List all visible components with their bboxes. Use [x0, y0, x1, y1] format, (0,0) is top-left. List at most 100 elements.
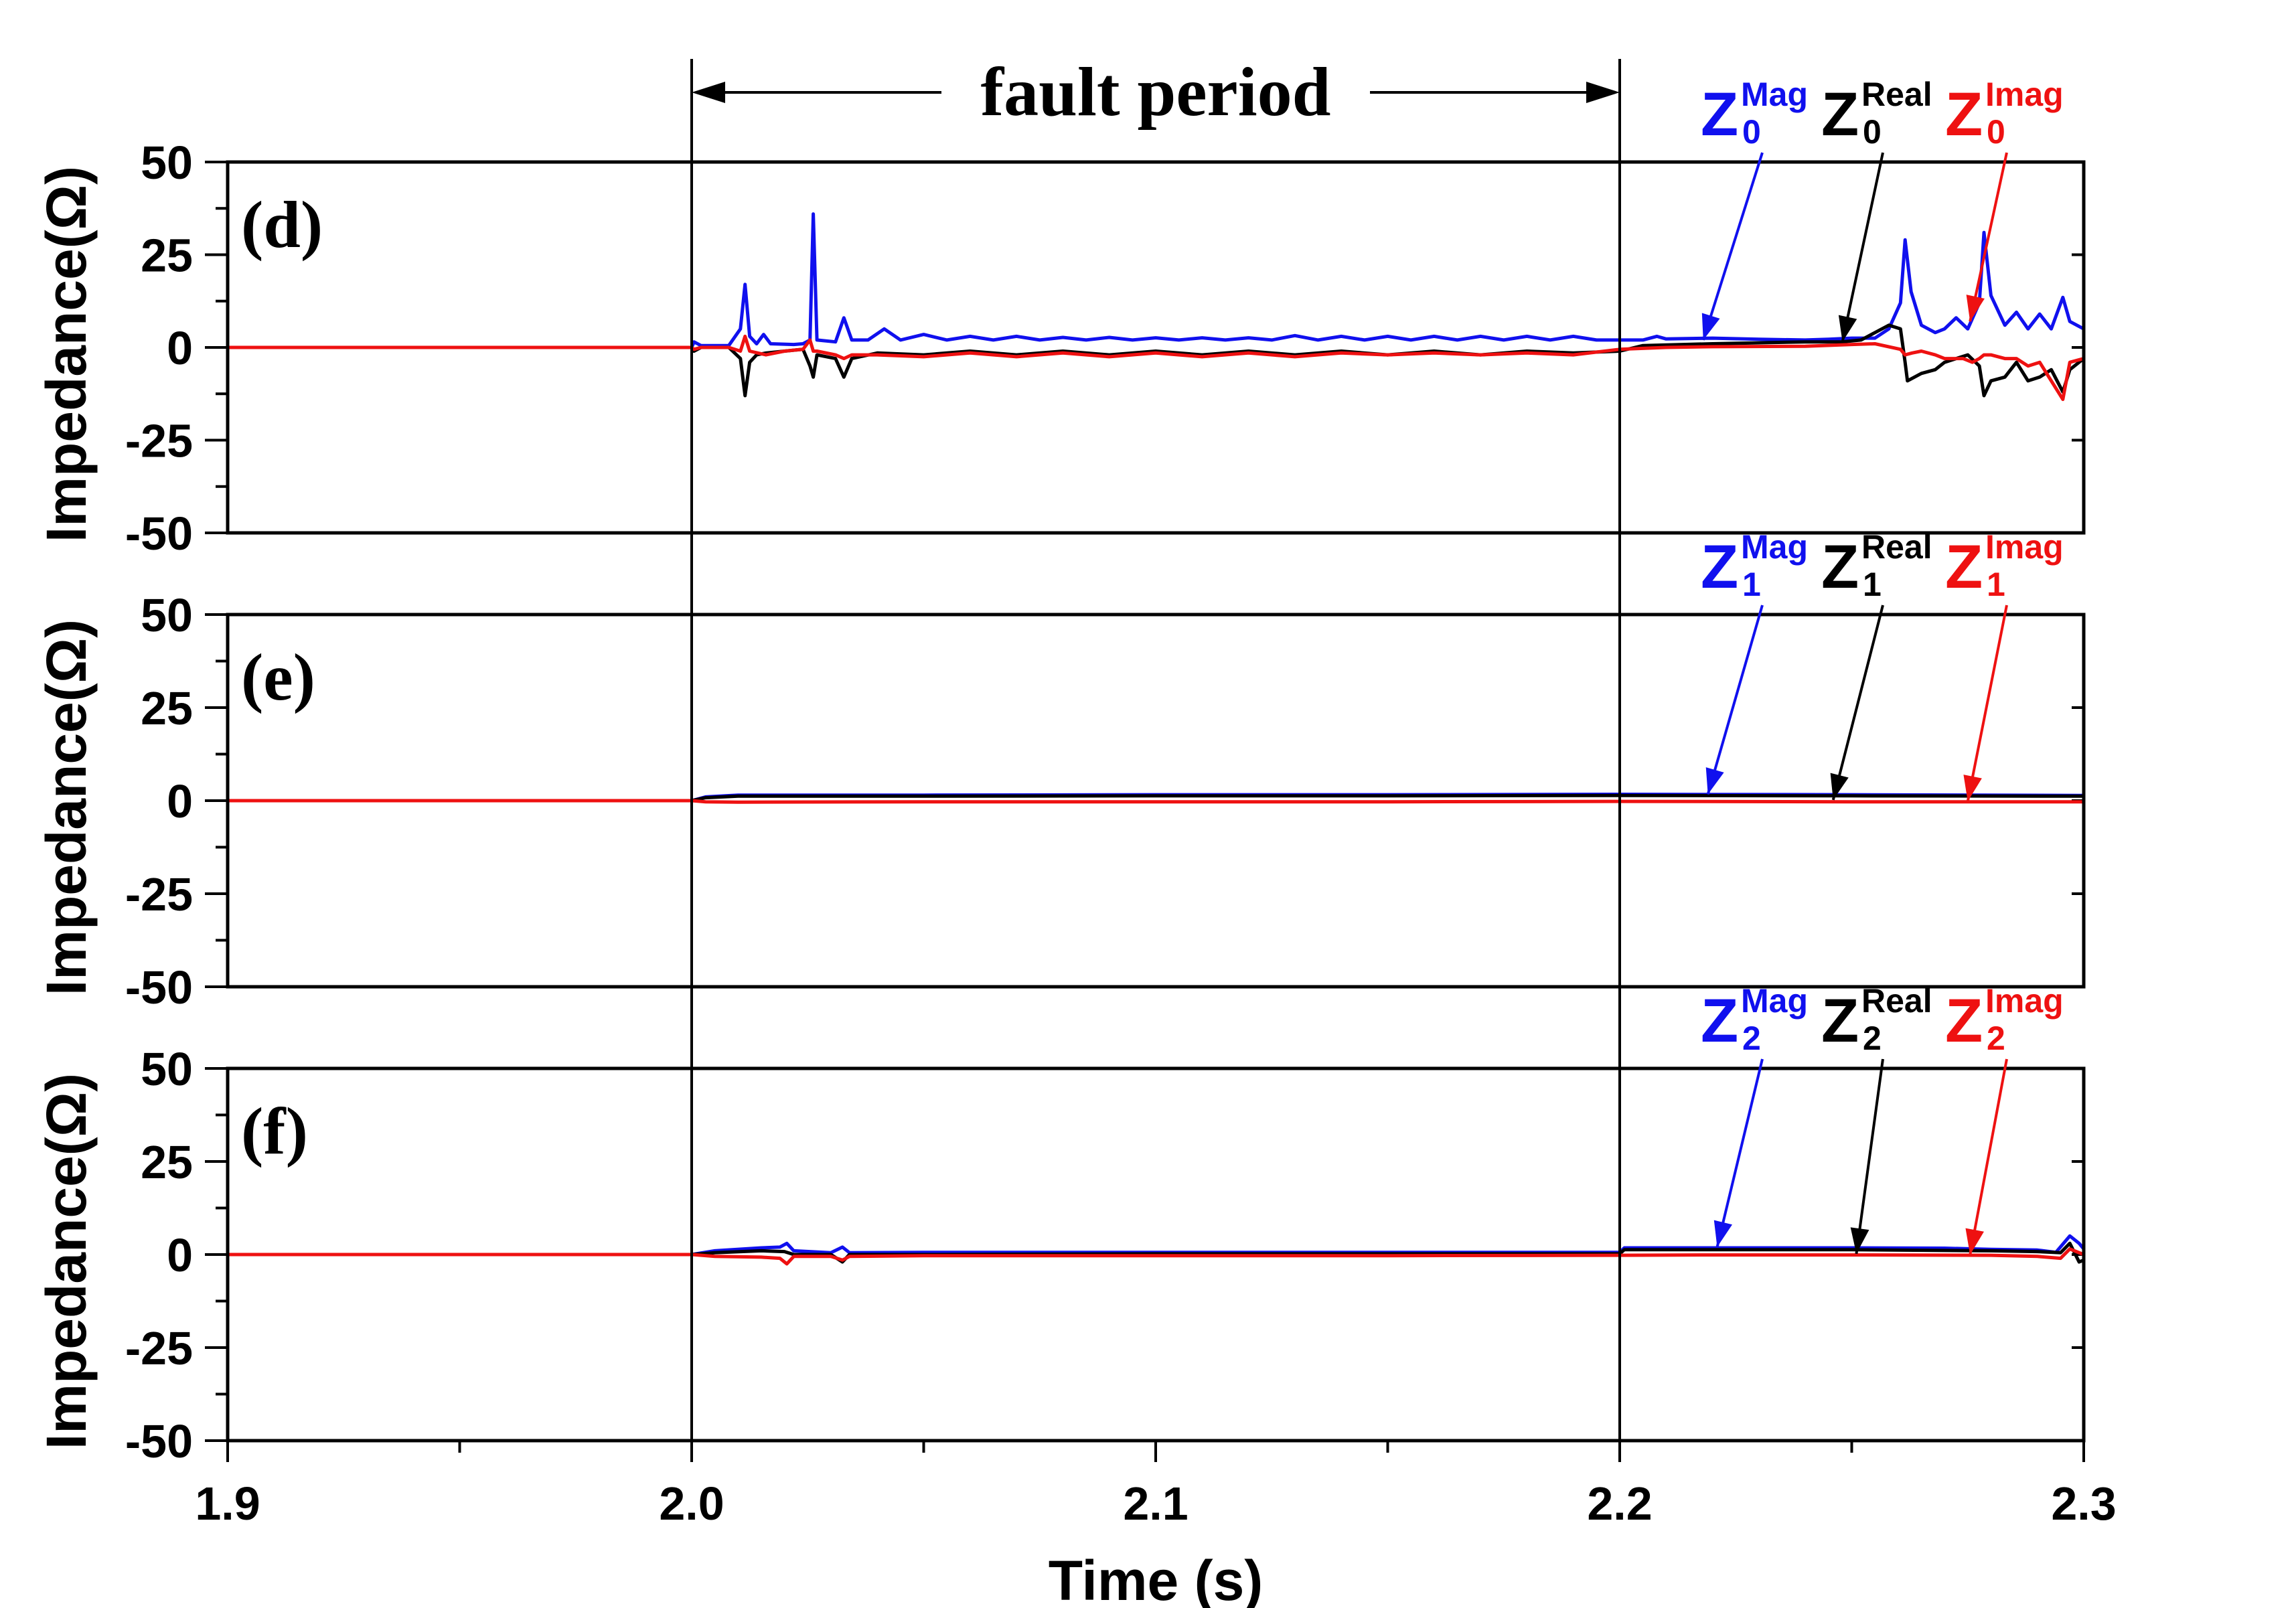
y-tick-label: 50 [141, 1043, 193, 1095]
y-tick-label: 25 [141, 1136, 193, 1188]
y-tick-label: 25 [141, 682, 193, 734]
legend-symbol: Z [1821, 80, 1859, 149]
legend-arrowhead [1701, 313, 1720, 340]
x-axis: 1.9 2.0 2.1 2.2 2.3 [195, 1441, 2117, 1530]
series-line-imag [228, 334, 2084, 402]
legend-symbol: Z [1701, 987, 1738, 1055]
panel-label: (f) [241, 1094, 308, 1168]
panel-label: (e) [241, 640, 315, 714]
legend-symbol: Z [1945, 533, 1983, 601]
plot-frame [226, 160, 2086, 535]
legend-symbol: Z [1945, 80, 1983, 149]
legend-symbol: Z [1821, 533, 1859, 601]
legend-subscript: 1 [1987, 566, 2005, 603]
x-tick-label: 2.1 [1123, 1477, 1188, 1530]
y-tick-label: 0 [167, 322, 193, 374]
legend-symbol: Z [1821, 987, 1859, 1055]
legend-subscript: 0 [1742, 113, 1761, 151]
legend-arrow-line [1855, 1058, 1884, 1255]
legend-arrow-line [1841, 152, 1884, 343]
fault-period-annotation: fault period [692, 54, 1620, 131]
fault-period-arrowhead-left [692, 82, 725, 103]
y-tick-label: 50 [141, 137, 193, 189]
legend-symbol: Z [1701, 80, 1738, 149]
series-line-mag [228, 1234, 2085, 1257]
y-tick-label: -25 [125, 1322, 193, 1374]
legend-subscript: 0 [1863, 113, 1882, 151]
legend-arrowhead [1713, 1220, 1733, 1247]
series-line-real [228, 323, 2085, 398]
series-line-real [228, 793, 2084, 803]
legend-superscript: Imag [1985, 528, 2064, 566]
y-tick-label: -25 [125, 415, 193, 467]
legend-arrow-line [1966, 605, 2008, 802]
y-tick-label: 0 [167, 1229, 193, 1281]
series-line-imag [228, 1247, 2084, 1266]
legend-arrow-line [1715, 1058, 1764, 1248]
legend-superscript: Real [1861, 528, 1932, 566]
series-line-imag [228, 799, 2084, 804]
legend-arrowhead [1963, 775, 1982, 802]
y-tick-label: -50 [125, 961, 193, 1014]
y-tick-label: 0 [167, 775, 193, 827]
legend-subscript: 2 [1863, 1020, 1882, 1057]
legend-arrow-line [1969, 152, 2008, 322]
legend-arrow-line [1969, 1058, 2008, 1255]
fault-period-label: fault period [981, 54, 1331, 131]
plot-frame [226, 613, 2086, 989]
legend-arrowhead [1965, 1228, 1984, 1255]
series-line-mag [228, 212, 2085, 349]
y-tick-label: 25 [141, 230, 193, 282]
legend-subscript: 2 [1742, 1020, 1761, 1057]
y-tick-label: -50 [125, 507, 193, 560]
legend-arrow-line [1706, 605, 1764, 795]
panel-label: (d) [241, 187, 323, 262]
x-tick-label: 2.0 [659, 1477, 724, 1530]
fault-period-arrowhead-right [1586, 82, 1620, 103]
legend-arrow-line [1831, 605, 1884, 801]
legend-subscript: 0 [1987, 113, 2005, 151]
legend-arrowhead [1830, 773, 1849, 800]
x-tick-label: 2.3 [2051, 1477, 2116, 1530]
y-axis-title: Impedance(Ω) [35, 166, 98, 542]
legend-superscript: Mag [1741, 982, 1808, 1020]
x-tick-label: 2.2 [1587, 1477, 1652, 1530]
legend-superscript: Real [1861, 982, 1932, 1020]
legend-arrowhead [1966, 295, 1985, 322]
legend-superscript: Imag [1985, 982, 2064, 1020]
legend-superscript: Mag [1741, 528, 1808, 566]
legend-symbol: Z [1945, 987, 1983, 1055]
legend-arrowhead [1850, 1227, 1869, 1254]
y-tick-label: -25 [125, 868, 193, 920]
y-tick-label: 50 [141, 589, 193, 641]
y-tick-label: -50 [125, 1415, 193, 1467]
legend-subscript: 1 [1863, 566, 1882, 603]
x-tick-label: 1.9 [195, 1477, 260, 1530]
legend-subscript: 1 [1742, 566, 1761, 603]
fault-boundary-lines [690, 59, 1621, 1441]
legend-arrow-line [1701, 152, 1764, 341]
legend-subscript: 2 [1987, 1020, 2005, 1057]
y-axis-title: Impedance(Ω) [35, 619, 98, 995]
legend-superscript: Mag [1741, 76, 1808, 113]
legend-superscript: Real [1861, 76, 1932, 113]
x-axis-title: Time (s) [1049, 1549, 1264, 1608]
legend-symbol: Z [1701, 533, 1738, 601]
legend-arrowhead [1705, 767, 1724, 795]
series-line-real [228, 1241, 2084, 1264]
legend-superscript: Imag [1985, 76, 2064, 113]
